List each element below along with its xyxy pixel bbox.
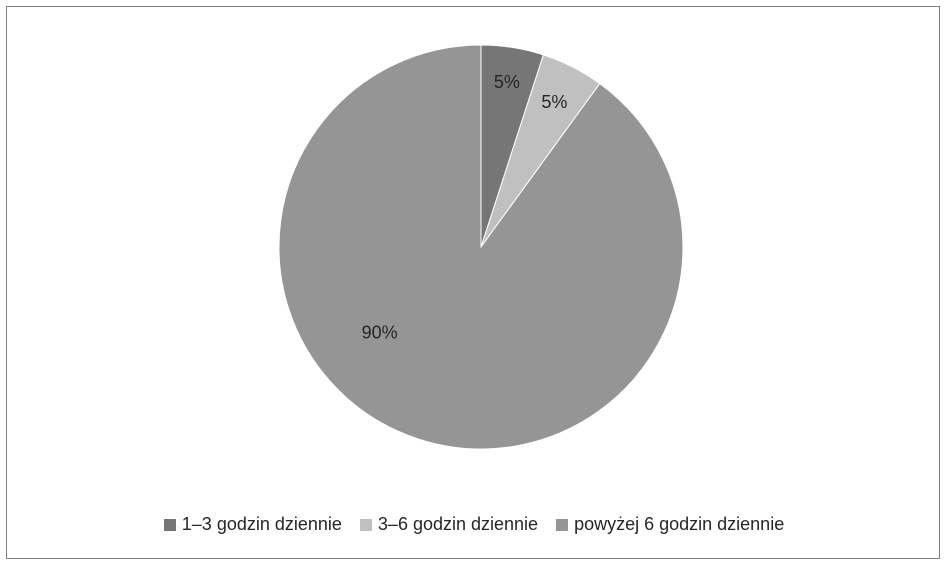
- pie-label-3-6-hours: 5%: [541, 92, 567, 112]
- legend-swatch-1-3-hours: [163, 518, 176, 531]
- legend-label-1-3-hours: 1–3 godzin dziennie: [181, 514, 342, 534]
- pie-label-over-6-hours: 90%: [362, 322, 398, 342]
- legend-swatch-over-6-hours: [556, 518, 569, 531]
- legend-item-3-6-hours: 3–6 godzin dziennie: [359, 514, 539, 535]
- legend-item-over-6-hours: powyżej 6 godzin dziennie: [556, 514, 784, 535]
- pie-label-1-3-hours: 5%: [494, 72, 520, 92]
- pie-slice-labels: 5% 5% 90%: [362, 72, 568, 342]
- legend-item-1-3-hours: 1–3 godzin dziennie: [163, 514, 342, 535]
- legend: 1–3 godzin dziennie 3–6 godzin dziennie …: [0, 514, 948, 535]
- legend-label-over-6-hours: powyżej 6 godzin dziennie: [574, 514, 785, 534]
- legend-label-3-6-hours: 3–6 godzin dziennie: [377, 514, 539, 534]
- legend-swatch-3-6-hours: [359, 518, 372, 531]
- pie-slices: [278, 44, 684, 450]
- pie-slice-over-6-hours: [278, 44, 684, 450]
